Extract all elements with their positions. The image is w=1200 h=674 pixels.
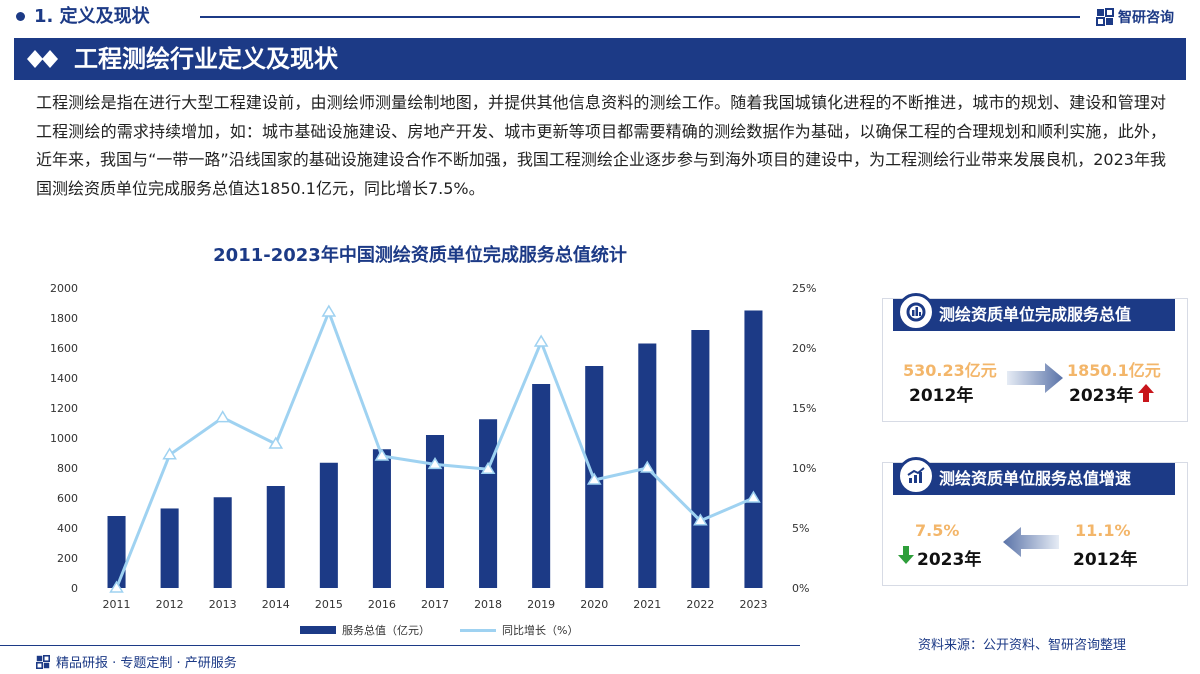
top-bar: 1. 定义及现状 智研咨询 (0, 0, 1200, 36)
legend-label-bar: 服务总值（亿元） (342, 624, 430, 637)
logo-icon (1096, 8, 1114, 26)
y-tick-label-left: 1000 (50, 432, 78, 445)
bar (160, 508, 179, 588)
growth-point (268, 436, 284, 449)
footer-tagline: 精品研报 · 专题定制 · 产研服务 (36, 652, 237, 671)
y-tick-label-left: 1600 (50, 342, 78, 355)
bar (425, 435, 445, 588)
growth-point (374, 448, 390, 461)
card-header: 测绘资质单位完成服务总值 (893, 293, 1175, 331)
legend-swatch-line (460, 628, 496, 632)
y-tick-label-right: 20% (792, 342, 816, 355)
y-tick-label-left: 600 (57, 492, 78, 505)
x-tick-label: 2019 (527, 598, 555, 611)
legend-item-line: 同比增长（%） (460, 622, 578, 638)
bar (532, 384, 551, 588)
bar (479, 419, 498, 588)
growth-point (162, 447, 177, 460)
y-tick-label-left: 1200 (50, 402, 78, 415)
growth-point (215, 410, 231, 423)
y-tick-label-left: 1400 (50, 372, 78, 385)
logo-text: 智研咨询 (1118, 10, 1174, 26)
diamond-icon (27, 50, 58, 68)
growth-chart-icon (897, 457, 935, 495)
growth-rate-card: 测绘资质单位服务总值增速 7.5% 2023年 11.1% 2012年 (882, 457, 1188, 586)
logo-icon (36, 654, 50, 669)
bar (372, 449, 391, 588)
x-tick-label: 2013 (209, 598, 237, 611)
x-tick-label: 2018 (474, 598, 502, 611)
down-arrow-icon (898, 546, 914, 564)
logo: 智研咨询 (1096, 6, 1174, 28)
bar (744, 310, 763, 588)
title-banner: 工程测绘行业定义及现状 (14, 38, 1186, 80)
y-tick-label-left: 400 (57, 522, 78, 535)
start-growth-value: 11.1% (1075, 521, 1131, 540)
y-tick-label-left: 800 (57, 462, 78, 475)
x-tick-label: 2014 (262, 598, 290, 611)
bar (691, 330, 710, 588)
x-tick-label: 2011 (103, 598, 131, 611)
x-tick-label: 2021 (633, 598, 661, 611)
y-tick-label-left: 1800 (50, 312, 78, 325)
chart-title: 2011-2023年中国测绘资质单位完成服务总值统计 (213, 245, 627, 266)
growth-point (427, 456, 443, 470)
end-year: 2023年 (1069, 386, 1134, 406)
growth-point (639, 460, 655, 473)
start-growth-year: 2012年 (1073, 550, 1138, 570)
end-value: 1850.1亿元 (1067, 361, 1161, 380)
end-growth-value: 7.5% (915, 521, 960, 540)
y-tick-label-right: 15% (792, 402, 816, 415)
right-arrow-icon (1007, 363, 1063, 393)
growth-point (533, 334, 549, 347)
legend-item-bar: 服务总值（亿元） (300, 622, 430, 638)
intro-paragraph: 工程测绘是指在进行大型工程建设前，由测绘师测量绘制地图，并提供其他信息资料的测绘… (36, 93, 1166, 198)
divider (200, 16, 1080, 18)
section-title: 1. 定义及现状 (34, 6, 150, 27)
left-arrow-icon (1003, 527, 1059, 557)
up-arrow-icon (1138, 384, 1154, 402)
y-tick-label-left: 2000 (50, 282, 78, 295)
chart-legend: 服务总值（亿元） 同比增长（%） (300, 622, 608, 638)
growth-point (109, 580, 124, 593)
x-tick-label: 2012 (156, 598, 184, 611)
legend-label-line: 同比增长（%） (502, 624, 579, 637)
start-year: 2012年 (909, 386, 974, 406)
growth-point (693, 513, 708, 526)
x-tick-label: 2015 (315, 598, 343, 611)
legend-swatch-bar (300, 626, 336, 634)
x-tick-label: 2022 (686, 598, 714, 611)
y-tick-label-right: 25% (792, 282, 816, 295)
y-tick-label-right: 0% (792, 582, 809, 595)
start-value: 530.23亿元 (903, 361, 997, 380)
total-value-card: 测绘资质单位完成服务总值 530.23亿元 2012年 1850.1亿元 202… (882, 293, 1188, 422)
x-tick-label: 2017 (421, 598, 449, 611)
bullet-dot-icon (16, 12, 25, 21)
footer-tagline-text: 精品研报 · 专题定制 · 产研服务 (56, 656, 237, 671)
footer-divider (0, 645, 800, 646)
card-title: 测绘资质单位完成服务总值 (939, 305, 1132, 324)
chart-pie-icon (897, 293, 935, 331)
card-title: 测绘资质单位服务总值增速 (939, 469, 1132, 488)
x-tick-label: 2023 (739, 598, 767, 611)
bar (266, 486, 285, 588)
bar (107, 516, 126, 588)
end-growth-year: 2023年 (917, 550, 982, 570)
growth-point (746, 490, 761, 503)
x-tick-label: 2016 (368, 598, 396, 611)
y-tick-label-left: 0 (71, 582, 78, 595)
growth-point (586, 472, 602, 485)
growth-point (480, 461, 496, 474)
page-title: 工程测绘行业定义及现状 (74, 45, 338, 73)
bar (319, 462, 338, 588)
y-tick-label-right: 10% (792, 462, 816, 475)
card-header: 测绘资质单位服务总值增速 (893, 457, 1175, 495)
y-tick-label-right: 5% (792, 522, 809, 535)
bar (213, 497, 232, 588)
y-tick-label-left: 200 (57, 552, 78, 565)
x-tick-label: 2020 (580, 598, 608, 611)
source-note: 资料来源：公开资料、智研咨询整理 (918, 638, 1127, 653)
growth-point (321, 304, 337, 317)
bar-line-chart: 0 200 400 600 800 1000 1200 1400 1600 1800 2000 0% 5… (50, 282, 816, 611)
